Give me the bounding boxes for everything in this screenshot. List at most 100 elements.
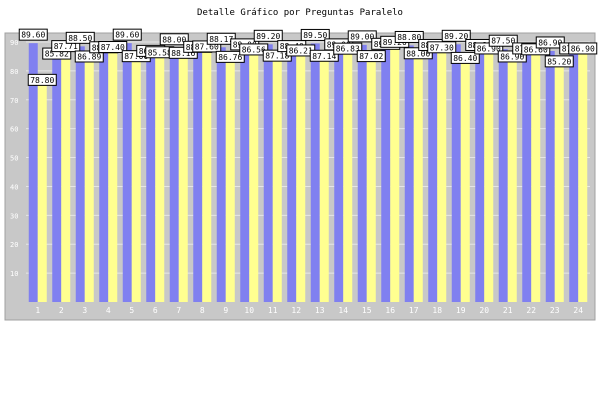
data-label: 85.58 bbox=[148, 48, 172, 57]
x-tick-label: 23 bbox=[550, 306, 560, 315]
bar-series1 bbox=[99, 47, 109, 303]
data-label: 89.50 bbox=[303, 31, 327, 40]
x-tick-label: 5 bbox=[129, 306, 134, 315]
data-label: 88.00 bbox=[162, 35, 186, 44]
x-tick-label: 7 bbox=[176, 306, 181, 315]
x-tick-label: 20 bbox=[479, 306, 489, 315]
bar-series2 bbox=[390, 44, 400, 303]
bar-series2 bbox=[296, 52, 306, 303]
bar-series2 bbox=[343, 51, 353, 302]
data-label: 78.80 bbox=[30, 76, 54, 85]
data-label: 89.20 bbox=[256, 32, 280, 41]
bar-series1 bbox=[545, 50, 555, 303]
bar-series1 bbox=[357, 44, 367, 303]
bar-series1 bbox=[569, 48, 579, 302]
bar-series2 bbox=[108, 49, 118, 303]
x-tick-label: 15 bbox=[362, 306, 372, 315]
data-label: 86.83 bbox=[336, 45, 360, 54]
bar-series2 bbox=[413, 47, 423, 303]
bar-series2 bbox=[437, 49, 447, 302]
bar-series1 bbox=[193, 47, 203, 303]
x-tick-label: 12 bbox=[291, 306, 301, 315]
x-tick-label: 2 bbox=[59, 306, 64, 315]
x-tick-label: 17 bbox=[409, 306, 419, 315]
x-tick-label: 8 bbox=[200, 306, 205, 315]
bar-series1 bbox=[52, 54, 62, 302]
data-label: 87.30 bbox=[430, 43, 454, 52]
data-label: 86.40 bbox=[453, 54, 477, 63]
x-tick-label: 16 bbox=[385, 306, 395, 315]
bar-series2 bbox=[554, 55, 564, 302]
bar-series1 bbox=[122, 43, 132, 303]
x-tick-label: 1 bbox=[35, 306, 40, 315]
data-label: 85.82 bbox=[45, 50, 69, 59]
data-label: 87.50 bbox=[491, 37, 515, 46]
bar-series1 bbox=[169, 47, 179, 303]
bar-series2 bbox=[131, 50, 141, 302]
bar-series2 bbox=[202, 48, 212, 302]
data-label-box bbox=[112, 28, 142, 41]
data-label: 87.02 bbox=[359, 52, 383, 61]
data-label-box bbox=[239, 43, 269, 56]
data-label-box bbox=[568, 42, 598, 55]
bar-series2 bbox=[61, 48, 71, 302]
x-tick-label: 22 bbox=[526, 306, 536, 315]
data-label-box bbox=[333, 42, 363, 55]
bar-series1 bbox=[334, 44, 344, 303]
bar-series2 bbox=[319, 50, 329, 302]
y-tick-label: 30 bbox=[10, 212, 18, 220]
bar-series2 bbox=[460, 52, 470, 303]
data-label: 86.90 bbox=[500, 52, 524, 61]
data-label: 86.60 bbox=[524, 45, 548, 54]
y-tick-label: 80 bbox=[10, 68, 18, 76]
chart-title: Detalle Gráfico por Preguntas Paralelo bbox=[197, 8, 403, 18]
data-label: 88.00 bbox=[406, 49, 430, 58]
bar-series1 bbox=[216, 47, 226, 302]
x-tick-label: 11 bbox=[268, 306, 278, 315]
bar-series2 bbox=[155, 54, 165, 302]
data-label: 87.14 bbox=[312, 52, 336, 61]
bar-series1 bbox=[263, 44, 273, 303]
x-tick-label: 18 bbox=[432, 306, 442, 315]
bar-series2 bbox=[249, 51, 259, 303]
y-tick-label: 10 bbox=[10, 270, 18, 278]
data-label: 87.18 bbox=[265, 52, 289, 61]
data-label-box bbox=[18, 28, 48, 41]
bar-series1 bbox=[310, 43, 320, 302]
data-label: 88.50 bbox=[68, 34, 92, 43]
bar-series1 bbox=[28, 43, 38, 303]
data-label: 87.71 bbox=[54, 42, 78, 51]
bar-series2 bbox=[578, 50, 588, 303]
data-label: 86.90 bbox=[538, 38, 562, 47]
data-label: 86.56 bbox=[242, 45, 266, 54]
y-tick-label: 60 bbox=[10, 126, 18, 134]
x-tick-label: 10 bbox=[244, 306, 254, 315]
data-label-box bbox=[65, 31, 95, 44]
data-label-box bbox=[441, 29, 471, 42]
data-label: 89.60 bbox=[115, 31, 139, 40]
data-label-box bbox=[356, 50, 386, 63]
bar-series1 bbox=[146, 51, 156, 303]
x-tick-label: 21 bbox=[503, 306, 513, 315]
bar-series2 bbox=[366, 50, 376, 303]
bar-series2 bbox=[507, 50, 517, 303]
y-tick-label: 20 bbox=[10, 241, 18, 249]
data-label: 88.80 bbox=[397, 33, 421, 42]
bar-series1 bbox=[404, 45, 414, 302]
data-label-box bbox=[488, 34, 518, 47]
data-label: 87.60 bbox=[195, 42, 219, 51]
data-label: 89.20 bbox=[444, 32, 468, 41]
bar-series2 bbox=[531, 51, 541, 303]
x-tick-label: 19 bbox=[456, 306, 466, 315]
data-label: 86.89 bbox=[77, 52, 101, 61]
x-tick-label: 24 bbox=[573, 306, 583, 315]
data-label: 88.17 bbox=[209, 35, 233, 44]
data-label-box bbox=[253, 29, 283, 42]
data-label-box bbox=[98, 41, 128, 54]
data-label: 86.90 bbox=[571, 44, 595, 53]
bar-series1 bbox=[75, 46, 85, 303]
data-label-box bbox=[450, 51, 480, 64]
y-tick-label: 70 bbox=[10, 97, 18, 105]
